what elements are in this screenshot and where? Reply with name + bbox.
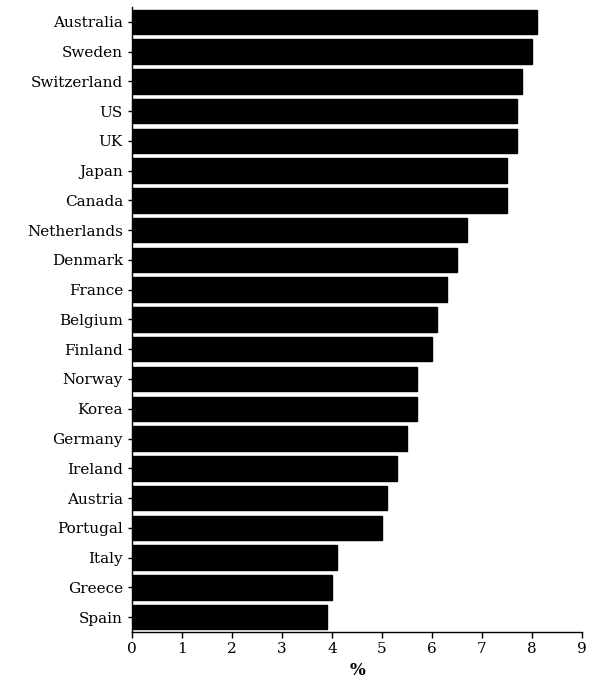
Bar <box>132 10 537 34</box>
Bar <box>132 307 437 332</box>
Bar <box>132 575 332 600</box>
Bar <box>132 367 417 391</box>
Bar <box>132 486 387 510</box>
Bar <box>132 99 517 123</box>
Bar <box>132 278 447 302</box>
Bar <box>132 605 327 629</box>
Bar <box>132 248 457 272</box>
Bar <box>132 128 517 153</box>
Bar <box>132 456 397 480</box>
Bar <box>132 69 522 93</box>
Bar <box>132 545 337 570</box>
Bar <box>132 516 382 540</box>
Bar <box>132 396 417 421</box>
X-axis label: %: % <box>349 662 365 679</box>
Bar <box>132 218 467 243</box>
Bar <box>132 427 407 451</box>
Bar <box>132 159 507 183</box>
Bar <box>132 188 507 212</box>
Bar <box>132 337 432 361</box>
Bar <box>132 39 532 64</box>
